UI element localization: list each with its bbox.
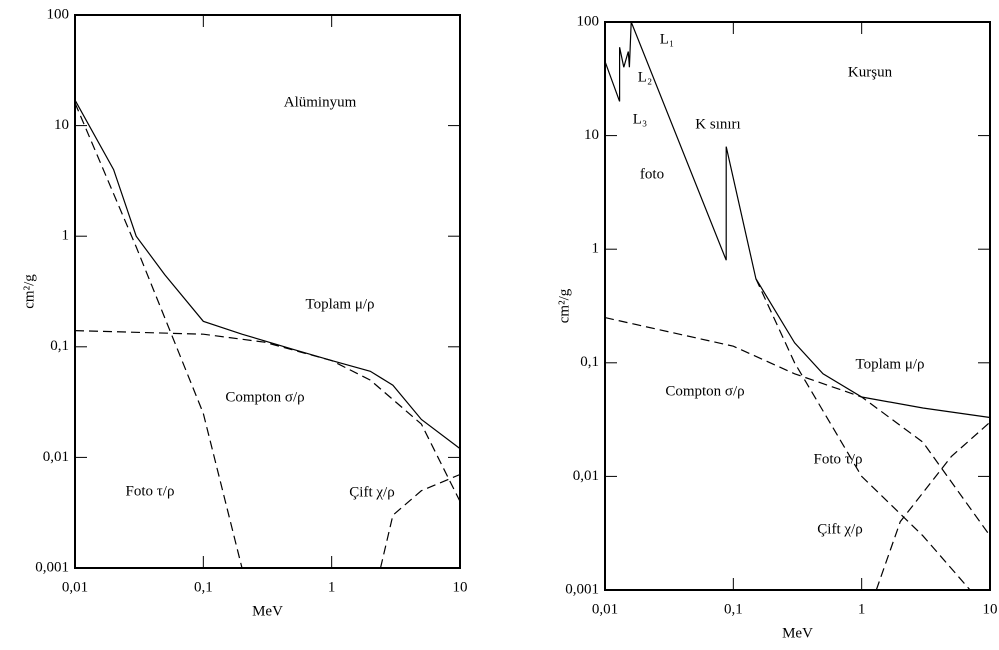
x-tick-label: 0,01 [62,579,88,595]
annotation: Kurşun [848,64,893,80]
annotation: L₁ [660,31,674,47]
curve [379,473,461,569]
curve [604,21,991,419]
x-axis-label: MeV [252,603,283,619]
y-axis-label: cm²/g [21,274,37,309]
series-label: Toplam μ/ρ [855,356,924,372]
y-tick-label: 100 [577,13,600,29]
y-tick-label: 100 [47,6,70,22]
y-tick-label: 10 [584,127,599,143]
curve [74,102,243,569]
curve [604,317,991,537]
y-tick-label: 1 [62,228,70,244]
curve [74,330,461,502]
plot-frame [74,14,461,569]
series-label: Foto τ/ρ [814,451,863,467]
annotation: Alüminyum [284,94,357,110]
y-axis-label: cm²/g [556,288,572,323]
series-label: Çift χ/ρ [349,484,394,500]
y-tick-label: 0,01 [43,449,69,465]
x-tick-label: 1 [858,601,866,617]
y-tick-label: 1 [592,241,600,257]
series-label: Toplam μ/ρ [305,296,374,312]
annotation: L₃ [633,111,647,127]
x-tick-label: 10 [453,579,468,595]
curve [74,99,461,450]
y-tick-label: 0,001 [35,559,69,575]
curve [875,421,991,591]
x-tick-label: 0,1 [194,579,213,595]
curve [755,278,971,591]
annotation: foto [640,166,664,182]
series-label: Foto τ/ρ [126,483,175,499]
y-tick-label: 0,1 [50,338,69,354]
x-tick-label: 0,1 [724,601,743,617]
x-tick-label: 1 [328,579,336,595]
annotation: K sınırı [695,116,740,132]
plot-frame [604,21,991,591]
series-label: Compton σ/ρ [665,383,744,399]
annotation: L₂ [638,69,652,85]
y-tick-label: 0,01 [573,468,599,484]
x-axis-label: MeV [782,625,813,641]
series-label: Compton σ/ρ [225,389,304,405]
y-tick-label: 10 [54,117,69,133]
x-tick-label: 10 [983,601,998,617]
y-tick-label: 0,001 [565,581,599,597]
series-label: Çift χ/ρ [817,521,862,537]
x-tick-label: 0,01 [592,601,618,617]
y-tick-label: 0,1 [580,354,599,370]
